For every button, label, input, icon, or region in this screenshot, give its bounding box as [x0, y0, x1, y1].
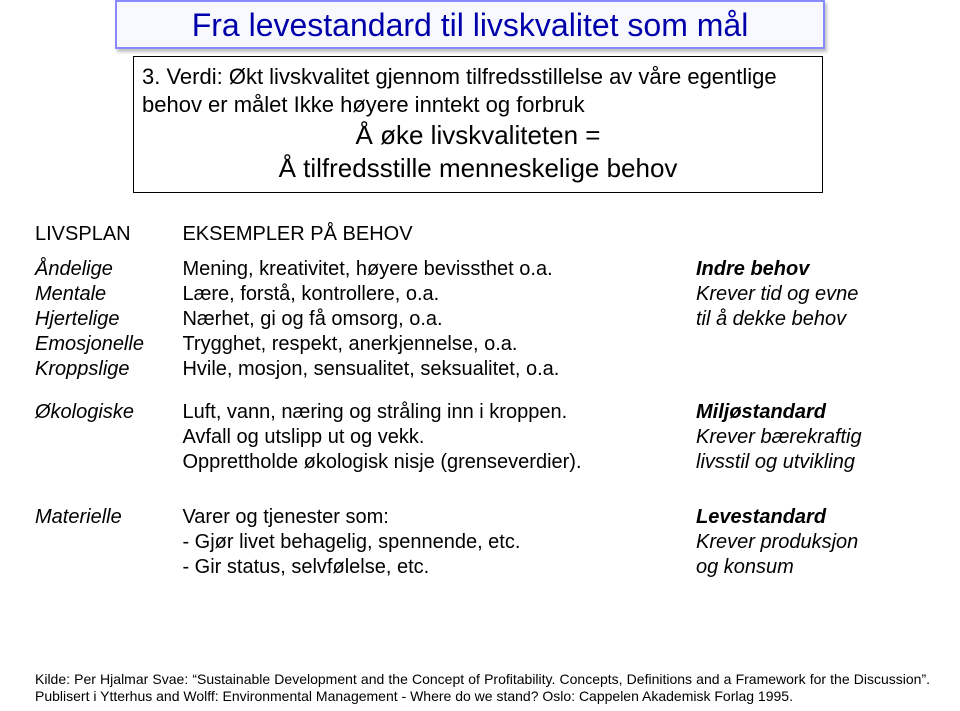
- plan-cell: Emosjonelle: [35, 332, 182, 357]
- slide: Fra levestandard til livskvalitet som må…: [0, 0, 960, 711]
- right-cell: Krever produksjon: [696, 530, 935, 555]
- source-citation: Kilde: Per Hjalmar Svae: “Sustainable De…: [35, 671, 930, 705]
- row-mentale: Mentale Lære, forstå, kontrollere, o.a. …: [35, 282, 935, 307]
- row-okologiske-3: Opprettholde økologisk nisje (grenseverd…: [35, 450, 935, 475]
- row-okologiske: Økologiske Luft, vann, næring og strålin…: [35, 382, 935, 425]
- plan-cell: Mentale: [35, 282, 182, 307]
- right-cell: livsstil og utvikling: [696, 450, 935, 475]
- example-cell: Trygghet, respekt, anerkjennelse, o.a.: [182, 332, 696, 357]
- row-okologiske-2: Avfall og utslipp ut og vekk. Krever bær…: [35, 425, 935, 450]
- example-cell: Nærhet, gi og få omsorg, o.a.: [182, 307, 696, 332]
- needs-table: LIVSPLAN EKSEMPLER PÅ BEHOV Åndelige Men…: [35, 222, 935, 580]
- slide-title: Fra levestandard til livskvalitet som må…: [121, 8, 819, 43]
- plan-cell: Kroppslige: [35, 357, 182, 382]
- right-cell: Indre behov: [696, 257, 935, 282]
- example-cell: Hvile, mosjon, sensualitet, seksualitet,…: [182, 357, 696, 382]
- right-cell: Miljøstandard: [696, 382, 935, 425]
- header-examples: EKSEMPLER PÅ BEHOV: [182, 222, 696, 257]
- verdi-box: 3. Verdi: Økt livskvalitet gjennom tilfr…: [133, 56, 823, 193]
- right-cell: til å dekke behov: [696, 307, 935, 332]
- plan-cell: Økologiske: [35, 382, 182, 425]
- plan-cell: [35, 555, 182, 580]
- verdi-lead: 3. Verdi: Økt livskvalitet gjennom tilfr…: [142, 63, 814, 118]
- plan-cell: [35, 425, 182, 450]
- header-plan: LIVSPLAN: [35, 222, 182, 257]
- row-materielle-2: - Gjør livet behagelig, spennende, etc. …: [35, 530, 935, 555]
- row-hjertelige: Hjertelige Nærhet, gi og få omsorg, o.a.…: [35, 307, 935, 332]
- verdi-sub-line-2: Å tilfredsstille menneskelige behov: [142, 153, 814, 184]
- plan-cell: Åndelige: [35, 257, 182, 282]
- row-andelige: Åndelige Mening, kreativitet, høyere bev…: [35, 257, 935, 282]
- right-cell: Krever bærekraftig: [696, 425, 935, 450]
- table-header-row: LIVSPLAN EKSEMPLER PÅ BEHOV: [35, 222, 935, 257]
- example-cell: Opprettholde økologisk nisje (grenseverd…: [182, 450, 696, 475]
- example-cell: - Gjør livet behagelig, spennende, etc.: [182, 530, 696, 555]
- example-cell: Lære, forstå, kontrollere, o.a.: [182, 282, 696, 307]
- right-cell: [696, 357, 935, 382]
- right-cell: Krever tid og evne: [696, 282, 935, 307]
- plan-cell: Materielle: [35, 475, 182, 530]
- verdi-sub-line-1: Å øke livskvaliteten =: [142, 120, 814, 151]
- right-cell: og konsum: [696, 555, 935, 580]
- right-cell: [696, 332, 935, 357]
- row-kroppslige: Kroppslige Hvile, mosjon, sensualitet, s…: [35, 357, 935, 382]
- example-cell: Varer og tjenester som:: [182, 475, 696, 530]
- example-cell: Mening, kreativitet, høyere bevissthet o…: [182, 257, 696, 282]
- plan-cell: [35, 450, 182, 475]
- right-cell: Levestandard: [696, 475, 935, 530]
- row-emosjonelle: Emosjonelle Trygghet, respekt, anerkjenn…: [35, 332, 935, 357]
- example-cell: Luft, vann, næring og stråling inn i kro…: [182, 382, 696, 425]
- plan-cell: [35, 530, 182, 555]
- plan-cell: Hjertelige: [35, 307, 182, 332]
- header-right: [696, 222, 935, 257]
- example-cell: Avfall og utslipp ut og vekk.: [182, 425, 696, 450]
- title-box: Fra levestandard til livskvalitet som må…: [115, 0, 825, 49]
- row-materielle: Materielle Varer og tjenester som: Leves…: [35, 475, 935, 530]
- row-materielle-3: - Gir status, selvfølelse, etc. og konsu…: [35, 555, 935, 580]
- example-cell: - Gir status, selvfølelse, etc.: [182, 555, 696, 580]
